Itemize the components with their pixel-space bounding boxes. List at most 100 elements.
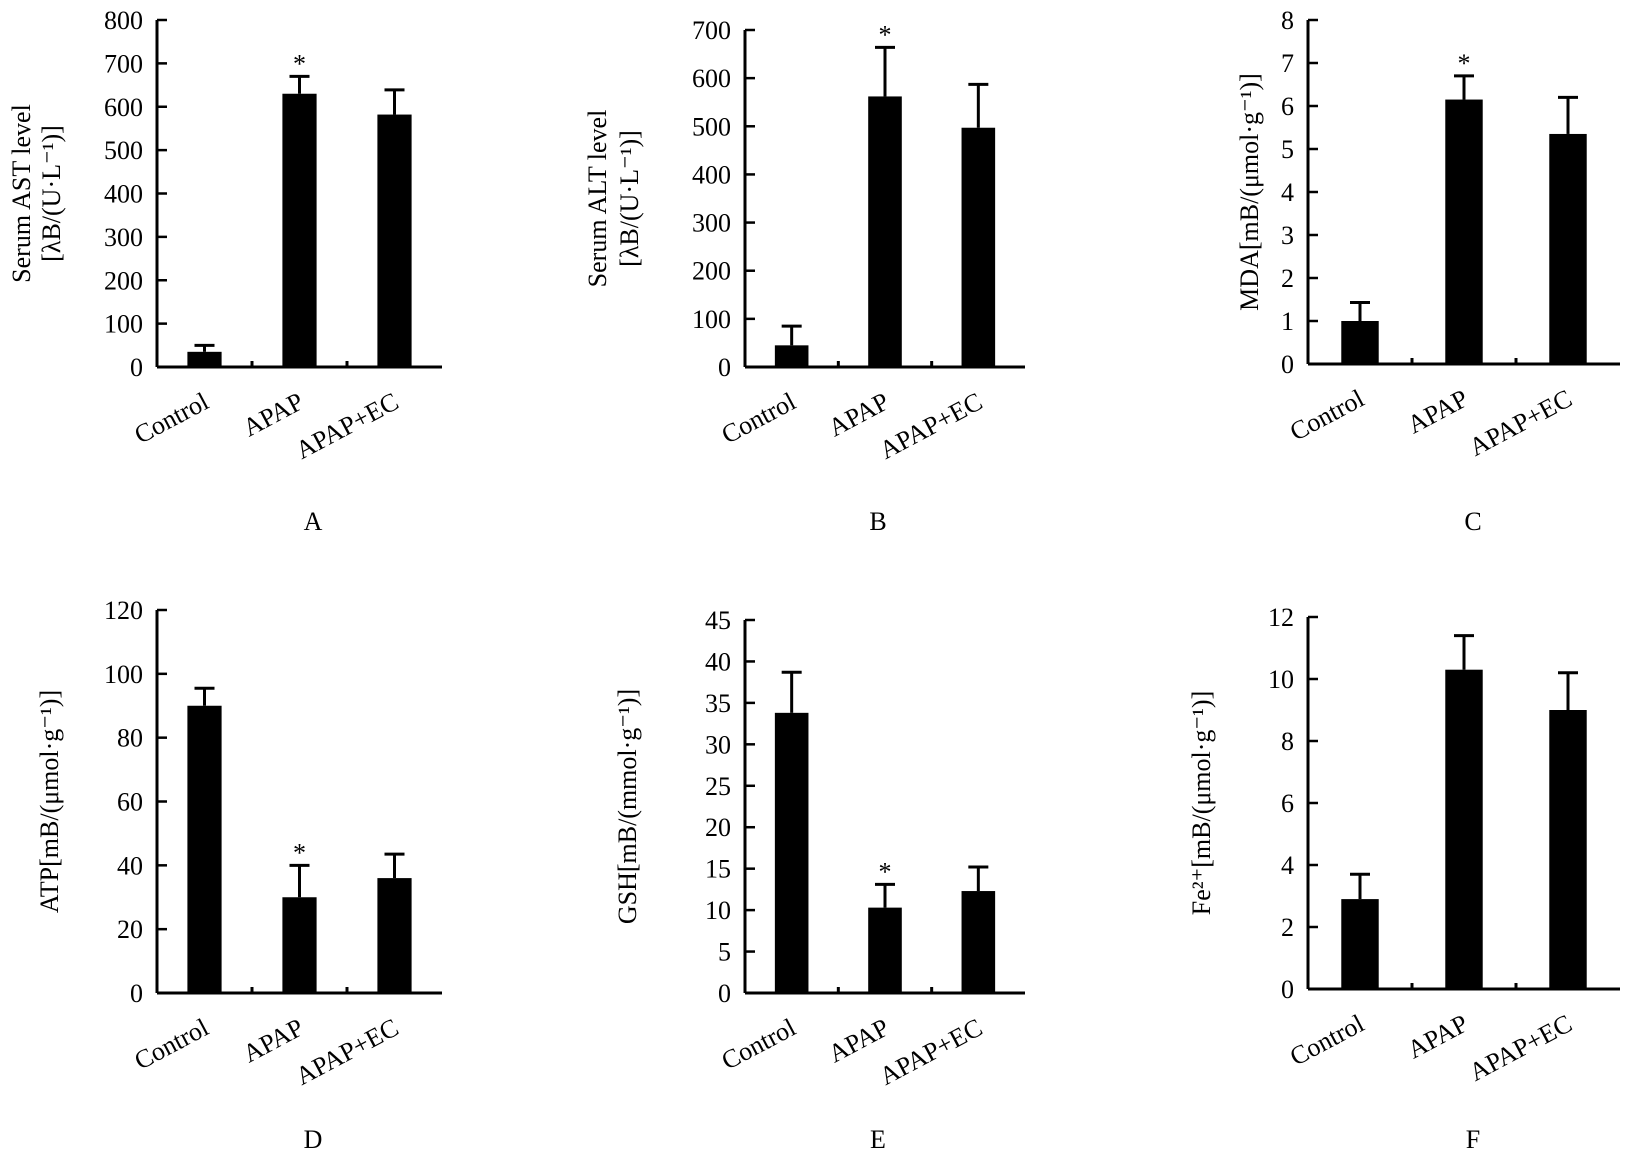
- x-category-label: Control: [1285, 384, 1369, 447]
- y-axis-label: Fe²⁺[mB/(μmol·g⁻¹)]: [1187, 691, 1216, 916]
- bar-control: [1341, 899, 1379, 989]
- y-tick-label: 700: [104, 49, 143, 78]
- x-category-label: APAP: [1403, 384, 1473, 440]
- y-tick-label: 100: [104, 660, 143, 689]
- bar-apap-ec: [1549, 133, 1587, 364]
- y-tick-label: 4: [1281, 851, 1294, 880]
- panel-letter: A: [304, 507, 323, 536]
- y-tick-label: 8: [1281, 727, 1294, 756]
- y-tick-label: 300: [692, 209, 731, 238]
- y-tick-label: 40: [117, 851, 143, 880]
- y-tick-label: 80: [117, 724, 143, 753]
- y-tick-label: 0: [718, 353, 731, 382]
- y-tick-label: 0: [1281, 975, 1294, 1004]
- x-category-label: APAP: [238, 1013, 308, 1069]
- y-tick-label: 40: [705, 647, 731, 676]
- significance-marker: *: [293, 838, 306, 867]
- y-axis-label: Serum ALT level: [583, 110, 612, 288]
- y-tick-label: 60: [117, 788, 143, 817]
- y-tick-label: 10: [705, 896, 731, 925]
- x-category-label: Control: [130, 387, 214, 450]
- y-tick-label: 800: [104, 6, 143, 35]
- y-tick-label: 20: [117, 915, 143, 944]
- bar-control: [774, 345, 809, 367]
- y-tick-label: 20: [705, 813, 731, 842]
- y-tick-label: 300: [104, 223, 143, 252]
- y-tick-label: 0: [130, 979, 143, 1008]
- bar-apap: [282, 897, 317, 993]
- x-category-label: Control: [717, 1013, 801, 1076]
- y-tick-label: 100: [692, 305, 731, 334]
- y-axis-label: Serum AST level: [7, 104, 36, 283]
- x-category-label: APAP+EC: [1464, 1009, 1576, 1087]
- y-tick-label: 400: [692, 160, 731, 189]
- bar-control: [1341, 321, 1379, 364]
- panel-letter: D: [304, 1125, 323, 1154]
- y-tick-label: 7: [1281, 49, 1294, 78]
- bar-apap-ec: [1549, 710, 1587, 989]
- y-tick-label: 6: [1281, 92, 1294, 121]
- y-axis-label: ATP[mB/(μmol·g⁻¹)]: [35, 690, 64, 913]
- y-tick-label: 500: [104, 136, 143, 165]
- y-tick-label: 0: [130, 353, 143, 382]
- y-tick-label: 8: [1281, 6, 1294, 35]
- bar-apap: [868, 907, 902, 993]
- bar-apap: [1445, 669, 1483, 989]
- significance-marker: *: [879, 857, 892, 886]
- y-tick-label: 5: [718, 938, 731, 967]
- panel-letter: F: [1466, 1125, 1480, 1154]
- chart-panel-b: 0100200300400500600700Control*APAPAPAP+E…: [583, 16, 1025, 536]
- bar-apap: [1445, 99, 1483, 365]
- y-tick-label: 30: [705, 730, 731, 759]
- y-tick-label: 500: [692, 112, 731, 141]
- y-tick-label: 100: [104, 310, 143, 339]
- y-tick-label: 400: [104, 180, 143, 209]
- panel-letter: B: [869, 507, 886, 536]
- y-axis-label: MDA[mB/(μmol·g⁻¹)]: [1235, 73, 1264, 311]
- x-category-label: APAP: [1403, 1009, 1473, 1065]
- significance-marker: *: [1458, 49, 1471, 78]
- y-tick-label: 0: [1281, 350, 1294, 379]
- y-tick-label: 5: [1281, 135, 1294, 164]
- bar-apap-ec: [961, 891, 996, 993]
- y-axis-label-unit: [λB/(U·L⁻¹)]: [37, 125, 66, 262]
- panel-letter: E: [870, 1125, 886, 1154]
- x-category-label: APAP+EC: [291, 1013, 403, 1091]
- y-axis-label: GSH[mB/(mmol·g⁻¹)]: [613, 689, 642, 924]
- y-tick-label: 0: [718, 979, 731, 1008]
- x-category-label: Control: [1285, 1009, 1369, 1072]
- y-tick-label: 200: [692, 257, 731, 286]
- y-tick-label: 6: [1281, 789, 1294, 818]
- x-category-label: APAP: [238, 387, 308, 443]
- x-category-label: Control: [717, 387, 801, 450]
- y-tick-label: 45: [705, 606, 731, 635]
- y-tick-label: 2: [1281, 913, 1294, 942]
- x-category-label: APAP+EC: [875, 387, 987, 465]
- x-category-label: Control: [130, 1013, 214, 1076]
- y-tick-label: 35: [705, 689, 731, 718]
- bar-apap-ec: [377, 878, 412, 993]
- y-tick-label: 2: [1281, 264, 1294, 293]
- chart-panel-e: 051015202530354045Control*APAPAPAP+ECGSH…: [613, 606, 1025, 1154]
- y-axis-label-unit: [λB/(U·L⁻¹)]: [615, 130, 644, 267]
- y-tick-label: 10: [1268, 665, 1294, 694]
- bar-apap-ec: [377, 114, 412, 368]
- x-category-label: APAP+EC: [1464, 384, 1576, 462]
- bar-control: [774, 712, 809, 993]
- bar-control: [187, 351, 222, 367]
- y-tick-label: 700: [692, 16, 731, 45]
- bar-apap-ec: [961, 127, 996, 367]
- y-tick-label: 120: [104, 596, 143, 625]
- bar-control: [187, 705, 222, 993]
- y-tick-label: 4: [1281, 178, 1294, 207]
- bar-apap: [282, 93, 317, 368]
- significance-marker: *: [879, 20, 892, 49]
- y-tick-label: 200: [104, 266, 143, 295]
- y-tick-label: 600: [104, 93, 143, 122]
- y-tick-label: 3: [1281, 221, 1294, 250]
- y-tick-label: 12: [1268, 603, 1294, 632]
